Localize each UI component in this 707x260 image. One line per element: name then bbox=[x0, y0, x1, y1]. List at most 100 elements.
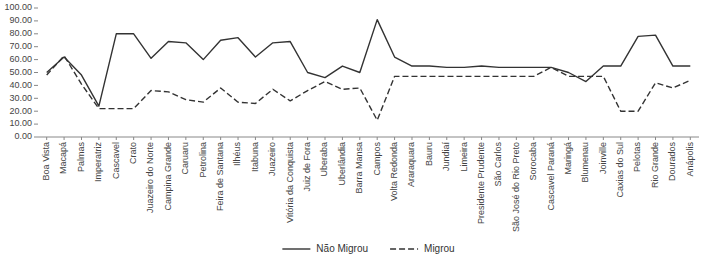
x-tick-label: Dourados bbox=[667, 142, 677, 182]
x-tick-label: Macapá bbox=[58, 142, 68, 174]
x-tick bbox=[342, 137, 343, 140]
x-tick-label: Sorocaba bbox=[528, 142, 538, 181]
x-tick bbox=[620, 137, 621, 140]
y-tick-label: 0.00 bbox=[14, 131, 32, 141]
y-tick bbox=[34, 20, 38, 21]
x-tick-label: Campina Grande bbox=[163, 142, 173, 211]
x-tick bbox=[185, 137, 186, 140]
y-tick-label: 100.00 bbox=[4, 2, 32, 12]
legend-label: Não Migrou bbox=[316, 243, 368, 254]
x-tick-label: São Carlos bbox=[493, 142, 503, 187]
x-tick bbox=[272, 137, 273, 140]
x-tick bbox=[394, 137, 395, 140]
y-tick bbox=[34, 124, 38, 125]
x-tick bbox=[325, 137, 326, 140]
x-tick bbox=[116, 137, 117, 140]
x-tick-label: Juiz de Fora bbox=[302, 142, 312, 192]
x-tick bbox=[290, 137, 291, 140]
legend-swatch bbox=[282, 248, 310, 249]
x-tick-label: Juazeiro do Norte bbox=[145, 142, 155, 213]
x-tick-label: Barra Mansa bbox=[354, 142, 364, 194]
x-tick-label: Caxias do Sul bbox=[615, 142, 625, 198]
x-tick bbox=[168, 137, 169, 140]
y-tick-label: 40.00 bbox=[9, 80, 32, 90]
x-tick bbox=[690, 137, 691, 140]
x-tick-label: Itabuna bbox=[250, 142, 260, 172]
x-tick-label: Blumenau bbox=[580, 142, 590, 183]
x-tick-label: Anápolis bbox=[685, 142, 695, 177]
x-tick-label: Araraquara bbox=[406, 142, 416, 187]
x-tick-label: Boa Vista bbox=[41, 142, 51, 180]
y-axis: 0.0010.0020.0030.0040.0050.0060.0070.008… bbox=[4, 2, 38, 141]
x-tick-label: Bauru bbox=[424, 142, 434, 166]
x-tick bbox=[46, 137, 47, 140]
legend-swatch bbox=[390, 248, 418, 249]
x-tick bbox=[585, 137, 586, 140]
y-tick-label: 10.00 bbox=[9, 118, 32, 128]
x-tick-label: Cascavel bbox=[111, 142, 121, 179]
x-tick bbox=[98, 137, 99, 140]
x-tick bbox=[255, 137, 256, 140]
x-tick-label: Imperatriz bbox=[93, 142, 103, 183]
x-axis: Boa VistaMacapáPalmasImperatrizCascavelC… bbox=[38, 137, 699, 232]
y-tick-label: 20.00 bbox=[9, 106, 32, 116]
x-tick bbox=[220, 137, 221, 140]
y-tick bbox=[34, 46, 38, 47]
x-tick bbox=[481, 137, 482, 140]
x-tick-label: Feira de Santana bbox=[215, 142, 225, 211]
y-tick-label: 30.00 bbox=[9, 93, 32, 103]
x-tick-label: Cascavel Paraná bbox=[546, 142, 556, 211]
y-tick bbox=[34, 98, 38, 99]
x-tick bbox=[672, 137, 673, 140]
x-tick-label: Pelotas bbox=[632, 142, 642, 173]
x-tick bbox=[307, 137, 308, 140]
x-tick-label: Crato bbox=[128, 142, 138, 164]
x-tick bbox=[238, 137, 239, 140]
x-tick bbox=[638, 137, 639, 140]
y-tick bbox=[34, 137, 38, 138]
legend-label: Migrou bbox=[424, 243, 455, 254]
x-tick-label: Vitória da Conquista bbox=[285, 142, 295, 223]
x-tick-label: Juazeiro bbox=[267, 142, 277, 176]
x-tick-label: Uberlândia bbox=[337, 142, 347, 186]
x-tick-label: São José do Rio Preto bbox=[511, 142, 521, 232]
x-tick bbox=[568, 137, 569, 140]
x-tick-label: Caruaru bbox=[180, 142, 190, 175]
y-tick bbox=[34, 8, 38, 9]
x-tick bbox=[498, 137, 499, 140]
y-tick-label: 60.00 bbox=[9, 54, 32, 64]
x-tick-label: Presidente Prudente bbox=[476, 142, 486, 224]
x-tick-label: Rio Grande bbox=[650, 142, 660, 188]
x-tick bbox=[377, 137, 378, 140]
x-tick-label: Jundiaí bbox=[441, 142, 451, 172]
x-tick-label: Campos bbox=[372, 142, 382, 176]
x-tick bbox=[464, 137, 465, 140]
x-tick bbox=[533, 137, 534, 140]
x-tick bbox=[203, 137, 204, 140]
x-axis-line bbox=[38, 137, 699, 138]
x-tick bbox=[655, 137, 656, 140]
x-tick-label: Petrolina bbox=[198, 142, 208, 178]
x-tick bbox=[603, 137, 604, 140]
x-tick bbox=[64, 137, 65, 140]
y-tick-label: 90.00 bbox=[9, 15, 32, 25]
x-tick bbox=[411, 137, 412, 140]
x-tick bbox=[446, 137, 447, 140]
y-tick bbox=[34, 59, 38, 60]
x-tick-label: Volta Redonda bbox=[389, 142, 399, 201]
series-line bbox=[47, 56, 691, 121]
plot-area bbox=[47, 20, 691, 121]
x-tick-label: Maringá bbox=[563, 142, 573, 175]
x-tick bbox=[551, 137, 552, 140]
x-tick bbox=[516, 137, 517, 140]
legend: Não Migrou Migrou bbox=[282, 243, 454, 254]
x-tick bbox=[429, 137, 430, 140]
x-tick bbox=[151, 137, 152, 140]
y-tick-label: 70.00 bbox=[9, 41, 32, 51]
x-tick-label: Uberaba bbox=[319, 142, 329, 177]
chart: 0.0010.0020.0030.0040.0050.0060.0070.008… bbox=[0, 0, 707, 260]
y-tick bbox=[34, 33, 38, 34]
x-tick-label: Limeira bbox=[459, 142, 469, 172]
series-line bbox=[47, 20, 691, 106]
x-tick-label: Joinville bbox=[598, 142, 608, 174]
